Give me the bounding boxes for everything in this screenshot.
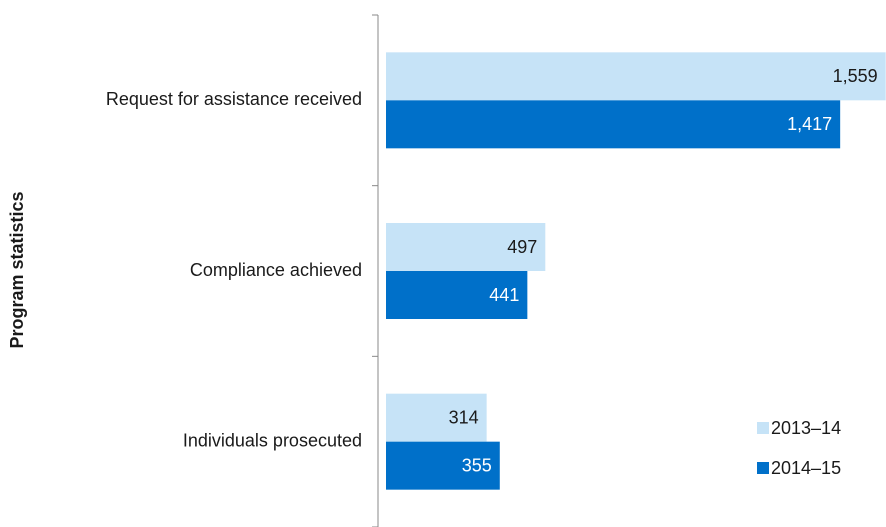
- value-label: 1,559: [833, 66, 878, 86]
- value-label: 441: [489, 285, 519, 305]
- value-label: 355: [462, 455, 492, 475]
- value-label: 497: [507, 237, 537, 257]
- category-label: Individuals prosecuted: [183, 430, 362, 450]
- bar: [386, 100, 841, 149]
- bar: [386, 223, 546, 271]
- bar: [386, 393, 487, 442]
- bar: [386, 441, 500, 490]
- legend-swatch: [757, 422, 769, 434]
- value-label: 314: [449, 407, 479, 427]
- legend-label: 2014–15: [771, 458, 841, 478]
- legend-swatch: [757, 462, 769, 474]
- bar: [386, 52, 886, 101]
- bar: [386, 271, 528, 319]
- category-label: Compliance achieved: [190, 260, 362, 280]
- category-label: Request for assistance received: [106, 89, 362, 109]
- value-label: 1,417: [787, 114, 832, 134]
- y-axis-label: Program statistics: [7, 191, 27, 348]
- legend-label: 2013–14: [771, 418, 841, 438]
